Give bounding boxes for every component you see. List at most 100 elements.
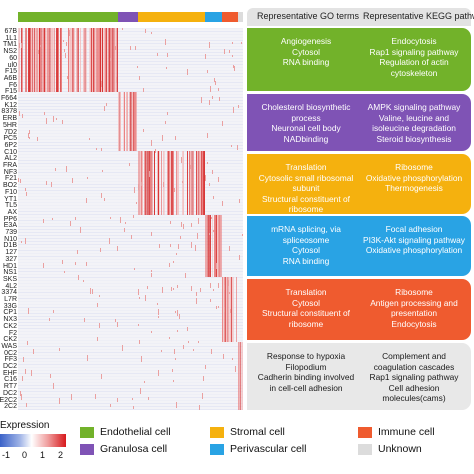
gene-label: C16 <box>4 376 17 384</box>
heatmap-texture-row <box>18 166 243 167</box>
heatmap-cell-column <box>134 92 135 151</box>
go-header: Representative GO terms <box>257 11 360 21</box>
gene-label: CP1 <box>3 309 17 317</box>
heatmap-texture-row <box>18 331 243 332</box>
gene-label: 1L1 <box>5 34 17 42</box>
heatmap-speck <box>145 295 146 301</box>
legend-tick: 0 <box>22 450 28 460</box>
heatmap-cell-column <box>56 28 57 92</box>
heatmap-speck <box>97 337 98 341</box>
heatmap-speck <box>141 182 142 186</box>
heatmap-speck <box>36 64 37 68</box>
heatmap-speck <box>173 261 174 263</box>
heatmap-speck <box>169 337 170 339</box>
heatmap-speck <box>101 81 102 87</box>
heatmap-speck <box>241 42 242 44</box>
heatmap-cell-column <box>132 92 133 151</box>
heatmap-texture-row <box>18 277 243 278</box>
heatmap-cell-column <box>108 28 109 92</box>
go-term: Cadherin binding involved in cell-cell a… <box>257 372 355 393</box>
heatmap-cell-column <box>135 92 136 151</box>
heatmap-speck <box>211 217 212 219</box>
heatmap-cell-column <box>158 151 159 215</box>
heatmap-texture-row <box>18 379 243 380</box>
heatmap-cell-column <box>207 215 208 277</box>
heatmap-speck <box>233 65 234 68</box>
heatmap-texture-row <box>18 37 243 38</box>
heatmap-speck <box>167 112 168 115</box>
cluster-bar-segment <box>118 12 138 22</box>
go-term: Translation <box>285 287 327 297</box>
heatmap-speck <box>191 286 192 291</box>
heatmap-speck <box>137 66 138 68</box>
heatmap-speck <box>167 53 168 57</box>
heatmap-speck <box>22 376 23 381</box>
heatmap-cell-column <box>147 151 148 215</box>
heatmap-block <box>138 151 205 215</box>
heatmap-speck <box>151 270 152 272</box>
go-term: Angiogenesis <box>280 36 332 46</box>
heatmap-cell-column <box>142 151 143 215</box>
go-term: Cholesterol biosynthetic process <box>261 102 351 123</box>
heatmap-cell-column <box>126 92 127 151</box>
kegg-term: Ribosome <box>395 162 433 172</box>
heatmap-texture-row <box>18 397 243 398</box>
heatmap-texture-row <box>18 400 243 401</box>
heatmap-cell-column <box>151 151 152 215</box>
heatmap-cell-column <box>152 151 153 215</box>
heatmap-speck <box>232 42 233 44</box>
heatmap-speck <box>165 39 166 45</box>
heatmap-speck <box>235 366 236 372</box>
heatmap-speck <box>224 285 225 290</box>
heatmap-speck <box>138 324 139 326</box>
heatmap-speck <box>183 345 184 349</box>
heatmap-cell-column <box>130 92 131 151</box>
gene-label: SKS <box>2 275 17 283</box>
gene-label: 739 <box>5 229 17 237</box>
go-term: Translation <box>285 162 327 172</box>
heatmap-cell-column <box>241 342 242 410</box>
heatmap-texture-row <box>18 67 243 68</box>
heatmap-speck <box>151 140 152 146</box>
heatmap-texture-row <box>18 226 243 227</box>
heatmap-speck <box>165 121 166 124</box>
heatmap-speck <box>209 42 210 48</box>
go-term: RNA binding <box>282 255 330 266</box>
heatmap-speck <box>176 402 177 408</box>
heatmap-cell-column <box>113 28 114 92</box>
gene-label: 5HR <box>2 121 17 129</box>
kegg-term: Cell adhesion molecules(cams) <box>382 382 446 404</box>
heatmap-cell-column <box>30 28 31 92</box>
heatmap-speck <box>211 349 212 354</box>
heatmap-speck <box>29 137 30 139</box>
heatmap-speck <box>170 244 171 247</box>
gene-label: 2C2 <box>4 403 17 410</box>
gene-label: C10 <box>4 148 17 156</box>
heatmap-speck <box>66 166 67 172</box>
heatmap-texture-row <box>18 319 243 320</box>
gene-label: PP6 <box>3 215 17 223</box>
heatmap-speck <box>209 183 210 186</box>
kegg-term: Oxidative phosphorylation <box>365 245 463 255</box>
heatmap-cell-column <box>34 28 35 92</box>
heatmap-cell-column <box>61 28 62 92</box>
heatmap-cell-column <box>129 92 130 151</box>
enrichment-card: Response to hypoxia Filopodium Cadherin bi… <box>247 343 471 410</box>
heatmap-cell-column <box>239 342 240 410</box>
heatmap-cell-column <box>228 277 229 342</box>
heatmap-cell-column <box>76 28 77 92</box>
kegg-term: AMPK signaling pathway <box>367 102 461 112</box>
gene-label: DC2 <box>2 389 17 397</box>
heatmap-cell-column <box>200 151 201 215</box>
heatmap-speck <box>207 133 208 138</box>
heatmap-speck <box>52 218 53 220</box>
heatmap-texture-row <box>18 325 243 326</box>
heatmap-cell-column <box>202 151 203 215</box>
heatmap-speck <box>148 397 149 400</box>
heatmap-texture-row <box>18 271 243 272</box>
heatmap-cell-column <box>170 151 171 215</box>
heatmap-speck <box>239 199 240 203</box>
heatmap-speck <box>155 149 156 153</box>
gene-label: BO2 <box>2 182 17 190</box>
gene-label: F15 <box>4 68 17 76</box>
